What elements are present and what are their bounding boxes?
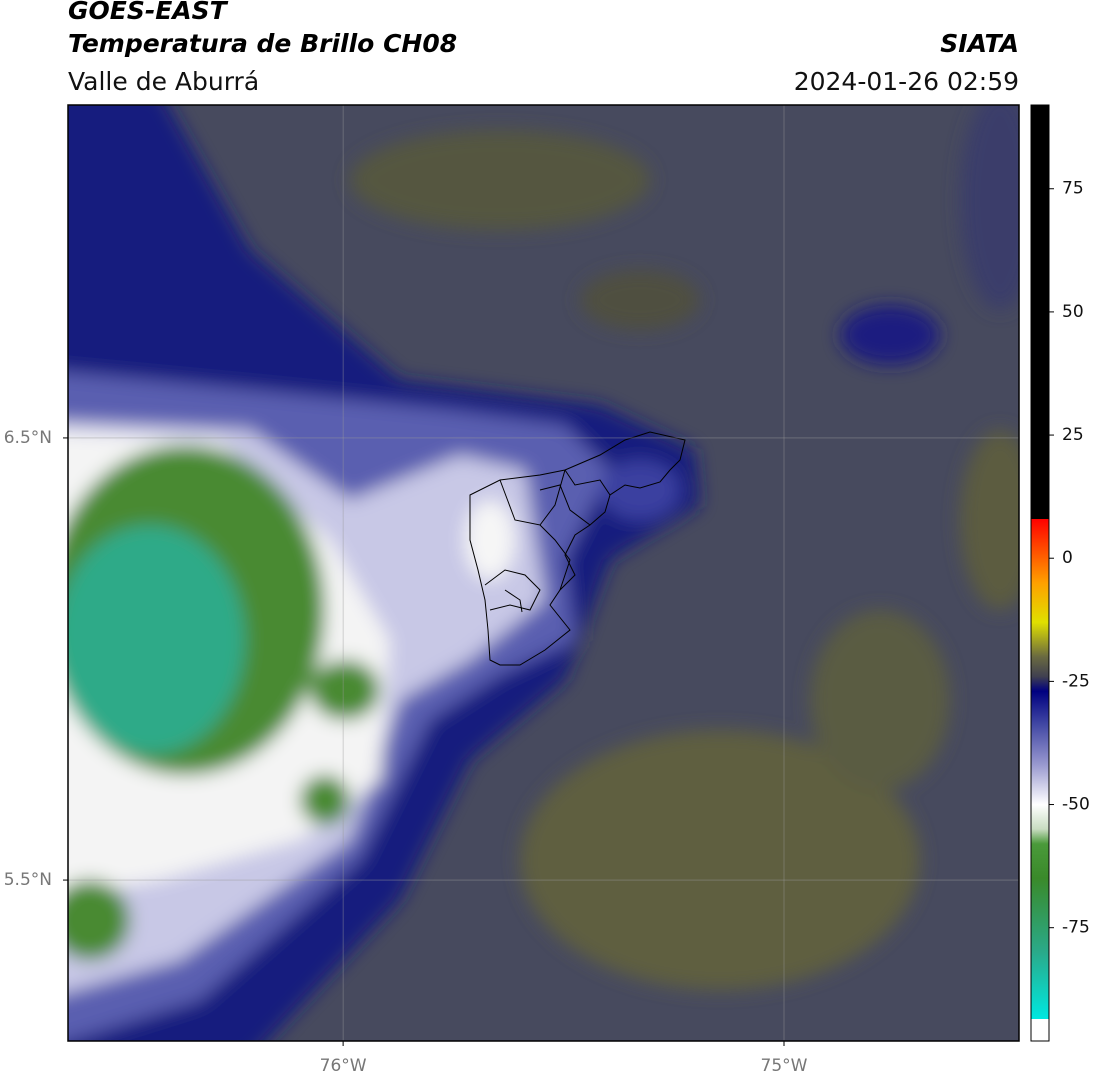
colorbar-tick-label: 25 bbox=[1062, 425, 1084, 445]
colorbar bbox=[1030, 104, 1050, 1042]
subtitle: Temperatura de Brillo CH08 bbox=[68, 29, 457, 58]
y-tick-label: 6.5°N bbox=[4, 428, 52, 448]
timestamp: 2024-01-26 02:59 bbox=[794, 67, 1019, 96]
municipal-boundaries bbox=[469, 431, 686, 666]
map-frame bbox=[67, 104, 1020, 1042]
x-tick-label: 75°W bbox=[761, 1056, 808, 1076]
colorbar-tick-label: 50 bbox=[1062, 302, 1084, 322]
colorbar-tick-label: -25 bbox=[1062, 671, 1090, 691]
colorbar-tick-label: -75 bbox=[1062, 918, 1090, 938]
grid bbox=[68, 105, 1019, 1041]
colorbar-tick-label: 75 bbox=[1062, 179, 1084, 199]
colorbar-tick-label: -50 bbox=[1062, 795, 1090, 815]
y-tick-label: 5.5°N bbox=[4, 870, 52, 890]
source: SIATA bbox=[940, 29, 1019, 58]
region: Valle de Aburrá bbox=[68, 67, 259, 96]
title: GOES-EAST bbox=[68, 0, 229, 25]
satellite-image bbox=[68, 105, 1019, 1041]
x-tick-label: 76°W bbox=[320, 1056, 367, 1076]
colorbar-tick-label: 0 bbox=[1062, 548, 1073, 568]
